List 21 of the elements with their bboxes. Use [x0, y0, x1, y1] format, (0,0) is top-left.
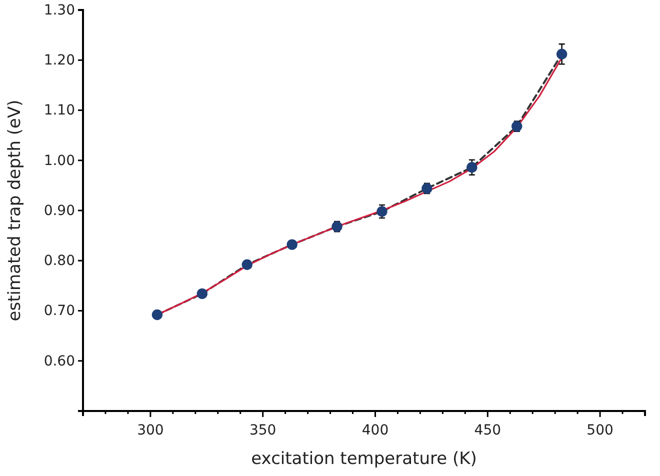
point — [556, 48, 568, 60]
point — [286, 239, 298, 250]
y-tick-label: 1.30 — [44, 2, 75, 18]
x-axis-title: excitation temperature (K) — [251, 449, 477, 469]
y-tick-label: 0.60 — [44, 353, 75, 370]
x-tick-label: 400 — [362, 422, 389, 438]
x-tick-label: 300 — [137, 422, 164, 438]
y-tick-label: 1.20 — [44, 52, 75, 69]
y-axis-title: estimated trap depth (eV) — [5, 100, 25, 322]
point — [196, 288, 208, 300]
point — [466, 162, 478, 173]
y-tick-label: 1.00 — [44, 152, 75, 169]
x-tick-label: 450 — [474, 422, 502, 438]
y-tick-label: 0.90 — [44, 202, 75, 219]
x-tick-label: 350 — [249, 422, 276, 438]
point — [242, 259, 252, 270]
x-tick-label: 500 — [586, 422, 614, 438]
y-tick-label: 0.70 — [44, 303, 75, 320]
y-tick-label: 0.80 — [44, 253, 75, 270]
y-tick-label: 1.10 — [44, 102, 75, 119]
point — [152, 309, 163, 320]
